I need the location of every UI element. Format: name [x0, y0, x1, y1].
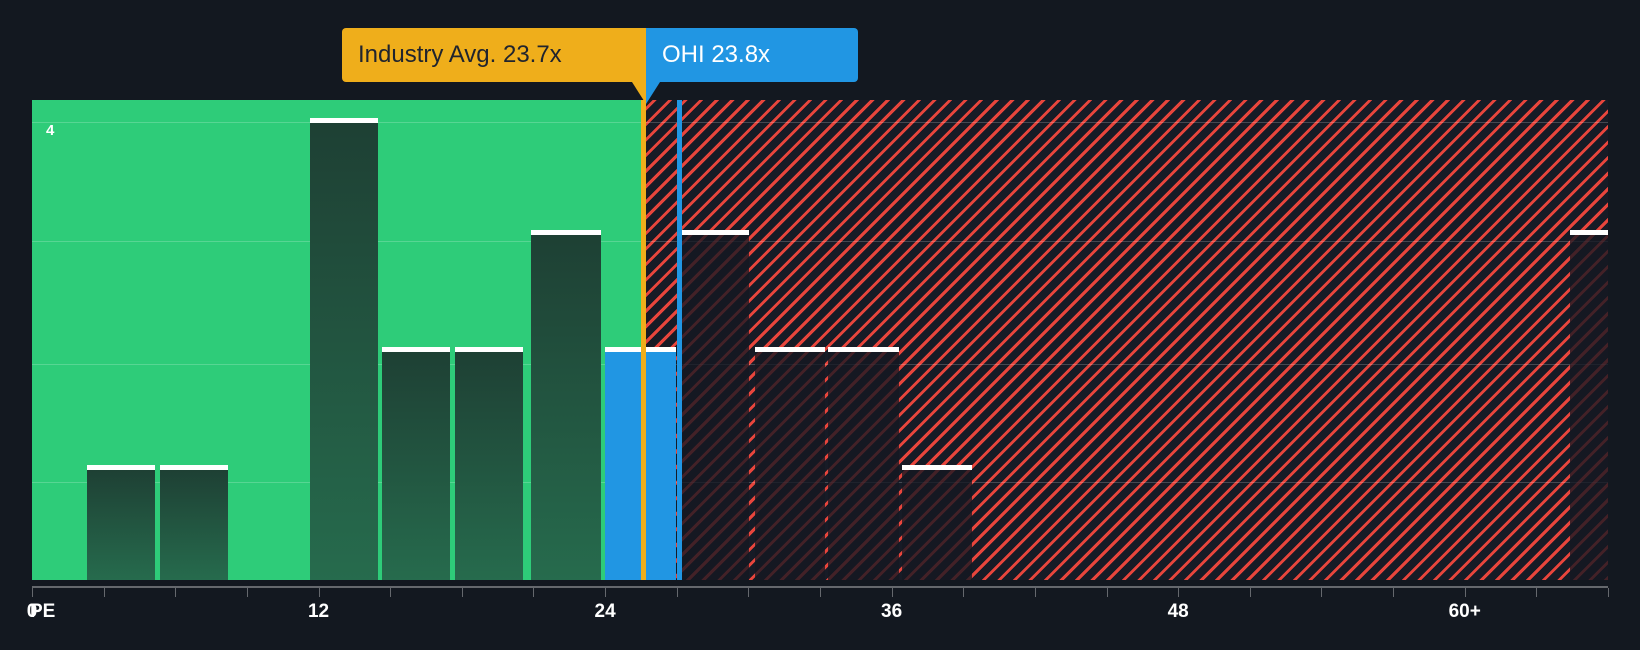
bar-body: [902, 470, 972, 580]
bar-cap: [902, 465, 972, 470]
bar-bin-60-plus[interactable]: [1570, 230, 1608, 580]
x-axis-title: PE: [30, 601, 56, 622]
bar-bin-9-12[interactable]: [310, 118, 378, 580]
x-axis-tick: [246, 588, 248, 597]
bar-cap: [531, 230, 601, 235]
bar-body: [678, 235, 749, 580]
x-axis-tick-label: 24: [594, 601, 616, 622]
x-axis-tick: [390, 588, 392, 597]
bar-body: [382, 352, 450, 580]
bar-cap: [828, 347, 899, 352]
bar-cap: [382, 347, 450, 352]
x-axis-tick: [103, 588, 105, 597]
y-axis-tick-label-4: 4: [46, 122, 55, 139]
x-axis-tick: [1393, 588, 1395, 597]
x-axis-tick: [1178, 588, 1180, 597]
x-axis-tick-label: 36: [881, 601, 903, 622]
bar-body: [455, 352, 523, 580]
bar-bin-15-18[interactable]: [455, 347, 523, 580]
bar-bin-30-33[interactable]: [828, 347, 899, 580]
x-axis-tick: [1106, 588, 1108, 597]
x-axis-tick: [533, 588, 535, 597]
bar-bin-18-21[interactable]: [531, 230, 601, 580]
bar-cap: [310, 118, 378, 123]
x-axis-tick: [1034, 588, 1036, 597]
bar-bin-33-36[interactable]: [902, 465, 972, 580]
x-axis-tick-label: 0: [26, 601, 38, 622]
industry-callout-tail: [632, 82, 646, 104]
x-axis-tick: [676, 588, 678, 597]
bar-bin-3-6[interactable]: [160, 465, 228, 580]
bar-bin-12-15[interactable]: [382, 347, 450, 580]
bar-body: [87, 470, 155, 580]
x-axis-tick: [1321, 588, 1323, 597]
bar-body: [755, 352, 825, 580]
ohi-callout[interactable]: OHI 23.8x: [646, 28, 858, 82]
bar-cap: [160, 465, 228, 470]
x-axis-tick: [461, 588, 463, 597]
overvalued-zone: [646, 100, 1608, 580]
ohi-marker-line: [677, 100, 682, 580]
bar-body: [160, 470, 228, 580]
x-axis-tick-label: 60+: [1448, 601, 1481, 622]
bar-cap: [605, 347, 676, 352]
x-axis-tick: [891, 588, 893, 597]
bar-body: [310, 123, 378, 580]
bar-body: [1570, 235, 1608, 580]
industry-average-marker-line: [641, 100, 646, 580]
x-axis-tick: [748, 588, 750, 597]
ohi-label: OHI 23.8x: [662, 41, 771, 68]
bar-cap: [755, 347, 825, 352]
gridline-3: [32, 241, 1608, 242]
x-axis-tick: [175, 588, 177, 597]
bar-body: [605, 352, 676, 580]
bar-body: [828, 352, 899, 580]
x-axis-line: [32, 586, 1608, 588]
bar-bin-27-30[interactable]: [755, 347, 825, 580]
bar-bin-21-24-highlight[interactable]: [605, 347, 676, 580]
x-axis-tick: [1536, 588, 1538, 597]
x-axis-tick-label: 12: [307, 601, 330, 622]
x-axis-tick: [1608, 588, 1609, 597]
bar-cap: [1570, 230, 1608, 235]
x-axis-tick: [820, 588, 821, 597]
x-axis-tick: [605, 588, 607, 597]
x-axis-tick: [1464, 588, 1466, 597]
bar-cap: [455, 347, 523, 352]
bar-cap: [87, 465, 155, 470]
x-axis-tick: [963, 588, 965, 597]
x-axis-tick: [318, 588, 320, 597]
ohi-callout-tail: [646, 82, 660, 104]
industry-average-label: Industry Avg. 23.7x: [358, 41, 562, 68]
bar-bin-0-3[interactable]: [87, 465, 155, 580]
x-axis-tick-label: 48: [1167, 601, 1189, 622]
bar-bin-24-27[interactable]: [678, 230, 749, 580]
plot-area: 4 No. of Companies: [32, 100, 1608, 580]
bar-body: [531, 235, 601, 580]
industry-average-callout[interactable]: Industry Avg. 23.7x: [342, 28, 646, 82]
bar-cap: [678, 230, 749, 235]
x-axis-tick: [1249, 588, 1251, 597]
gridline-4: [32, 122, 1608, 123]
x-axis-tick: [32, 588, 33, 597]
